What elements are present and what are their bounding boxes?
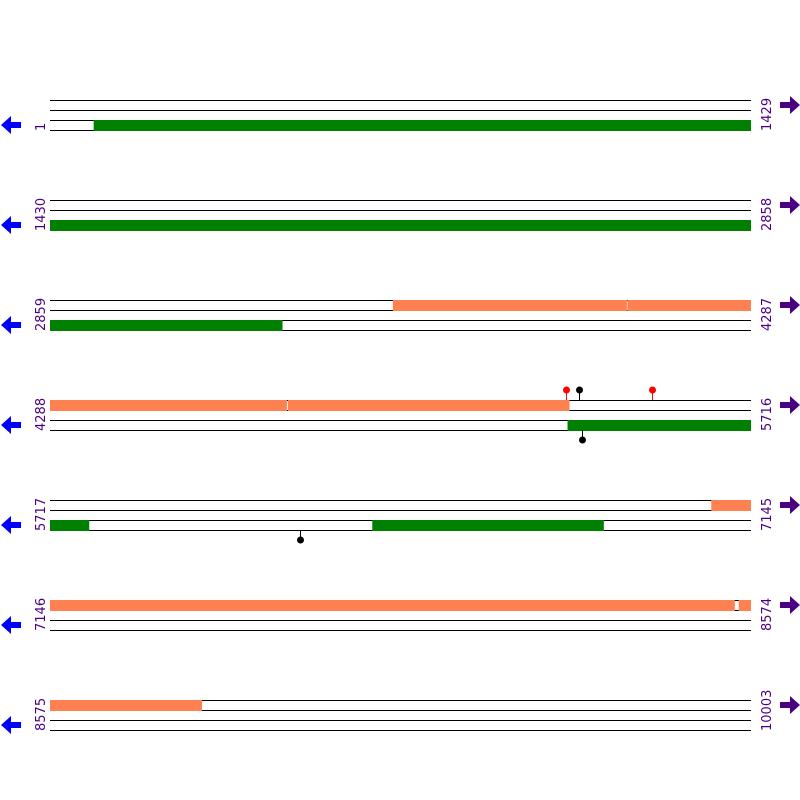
arrow-right-icon[interactable] <box>780 96 800 114</box>
start-position-label: 8575 <box>34 698 49 731</box>
site-marker[interactable] <box>576 386 583 394</box>
sequence-row: 5717 7145 <box>1 496 800 544</box>
end-position-label: 8574 <box>760 598 775 631</box>
forward-feature[interactable] <box>738 600 751 611</box>
arrow-right-icon[interactable] <box>780 696 800 714</box>
arrow-left-icon[interactable] <box>1 716 21 734</box>
sequence-row: 7146 8574 <box>1 596 800 634</box>
forward-feature[interactable] <box>392 300 627 311</box>
forward-feature[interactable] <box>711 500 751 511</box>
start-position-label: 1430 <box>34 198 49 231</box>
sequence-row: 2859 4287 <box>1 296 800 334</box>
site-marker[interactable] <box>297 536 304 544</box>
forward-feature[interactable] <box>50 700 203 711</box>
arrow-left-icon[interactable] <box>1 216 21 234</box>
arrow-right-icon[interactable] <box>780 596 800 614</box>
reverse-feature[interactable] <box>567 420 751 431</box>
sequence-row: 1430 2858 <box>1 196 800 234</box>
end-position-label: 5716 <box>760 398 775 431</box>
site-marker[interactable] <box>563 386 570 394</box>
forward-feature[interactable] <box>50 400 287 411</box>
start-position-label: 4288 <box>34 398 49 431</box>
end-position-label: 2858 <box>760 198 775 231</box>
start-position-label: 1 <box>34 123 49 131</box>
forward-feature[interactable] <box>50 600 735 611</box>
start-position-label: 2859 <box>34 298 49 331</box>
site-marker[interactable] <box>649 386 656 394</box>
arrow-right-icon[interactable] <box>780 496 800 514</box>
forward-feature[interactable] <box>287 400 570 411</box>
start-position-label: 7146 <box>34 598 49 631</box>
arrow-right-icon[interactable] <box>780 196 800 214</box>
reverse-feature[interactable] <box>93 120 752 131</box>
arrow-right-icon[interactable] <box>780 396 800 414</box>
end-position-label: 1429 <box>760 98 775 131</box>
sequence-row: 8575 10003 <box>1 690 800 734</box>
reverse-feature[interactable] <box>372 520 604 531</box>
arrow-left-icon[interactable] <box>1 516 21 534</box>
end-position-label: 4287 <box>760 298 775 331</box>
arrow-left-icon[interactable] <box>1 116 21 134</box>
reverse-feature[interactable] <box>50 320 283 331</box>
sequence-row: 4288 5716 <box>1 386 800 444</box>
arrow-left-icon[interactable] <box>1 416 21 434</box>
start-position-label: 5717 <box>34 498 49 531</box>
arrow-left-icon[interactable] <box>1 616 21 634</box>
arrow-right-icon[interactable] <box>780 296 800 314</box>
sequence-rows: 1 1429 1430 2858 2859 4287 4288 5716 5717 7145 714… <box>1 96 800 734</box>
reverse-feature[interactable] <box>50 220 751 231</box>
forward-feature[interactable] <box>627 300 751 311</box>
end-position-label: 7145 <box>760 498 775 531</box>
reverse-feature[interactable] <box>50 520 90 531</box>
arrow-left-icon[interactable] <box>1 316 21 334</box>
end-position-label: 10003 <box>760 690 775 731</box>
site-marker[interactable] <box>579 436 586 444</box>
sequence-row: 1 1429 <box>1 96 800 134</box>
